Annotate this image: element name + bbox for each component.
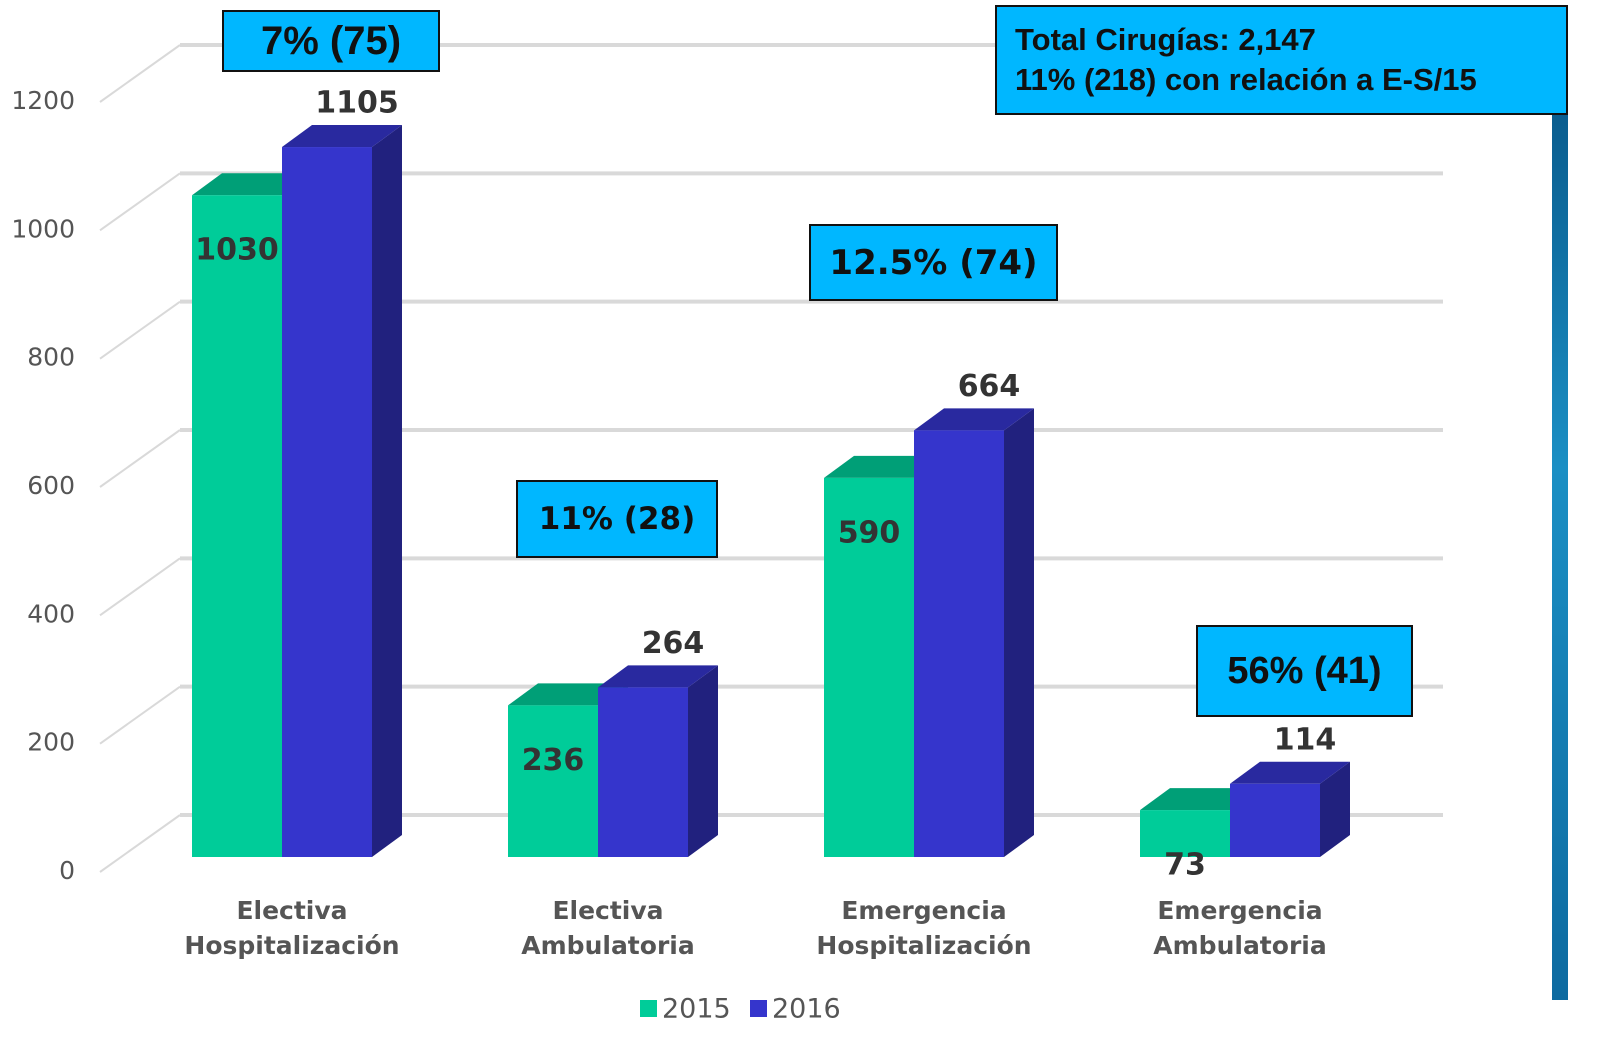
value-label: 114 [1274, 722, 1337, 757]
value-label: 236 [522, 743, 585, 778]
summary-line: 11% (218) con relación a E-S/15 [1015, 62, 1477, 97]
summary-line: Total Cirugías: 2,147 [1015, 22, 1316, 57]
value-label: 664 [958, 369, 1021, 404]
legend-swatch [640, 1000, 657, 1017]
bar-top [282, 125, 402, 148]
grid-line-side [99, 685, 181, 745]
bar-side [1004, 408, 1034, 857]
bar-side [1320, 761, 1350, 857]
grid-line-side [99, 429, 181, 488]
grid-line-side [99, 44, 181, 103]
y-tick-label: 1000 [11, 214, 75, 243]
bar-top [914, 408, 1034, 431]
bar-side [688, 665, 718, 857]
bar [192, 195, 282, 858]
x-tick-label: Electiva Ambulatoria [521, 896, 695, 960]
bar [508, 705, 598, 857]
annotation-box: 7% (75) [222, 10, 440, 72]
x-tick-label: Electiva Hospitalización [184, 896, 400, 960]
bar [282, 147, 372, 858]
annotation-box: 11% (28) [516, 480, 718, 558]
bar [824, 477, 914, 857]
grid-line-side [99, 300, 181, 360]
bar [1230, 783, 1320, 857]
bar [914, 430, 1004, 857]
y-tick-label: 800 [27, 343, 75, 372]
value-label: 1030 [195, 233, 279, 268]
grid-line-side [99, 557, 181, 617]
value-label: 73 [1164, 848, 1206, 883]
bar-side [372, 125, 402, 858]
bar [598, 687, 688, 857]
x-tick-label: Emergencia Ambulatoria [1153, 896, 1327, 960]
y-tick-label: 600 [27, 471, 75, 500]
legend-label: 2016 [772, 994, 841, 1025]
value-label: 264 [642, 626, 705, 661]
summary-box: Total Cirugías: 2,147 11% (218) con relac… [995, 5, 1568, 115]
bar-top [1230, 761, 1350, 784]
bar-top [598, 665, 718, 688]
bar [1140, 810, 1230, 857]
y-tick-label: 400 [27, 599, 75, 628]
value-label: 1105 [315, 86, 399, 121]
side-strip [1552, 114, 1568, 1000]
value-label: 590 [838, 515, 901, 550]
legend-label: 2015 [662, 994, 731, 1025]
y-tick-label: 1200 [11, 86, 75, 115]
grid-line-side [99, 172, 181, 232]
annotation-box: 56% (41) [1196, 625, 1413, 717]
grid-line-side [99, 814, 181, 873]
annotation-box: 12.5% (74) [809, 224, 1058, 301]
x-tick-label: Emergencia Hospitalización [816, 896, 1032, 960]
y-tick-label: 200 [27, 728, 75, 757]
legend-swatch [750, 1000, 767, 1017]
y-tick-label: 0 [59, 856, 75, 885]
